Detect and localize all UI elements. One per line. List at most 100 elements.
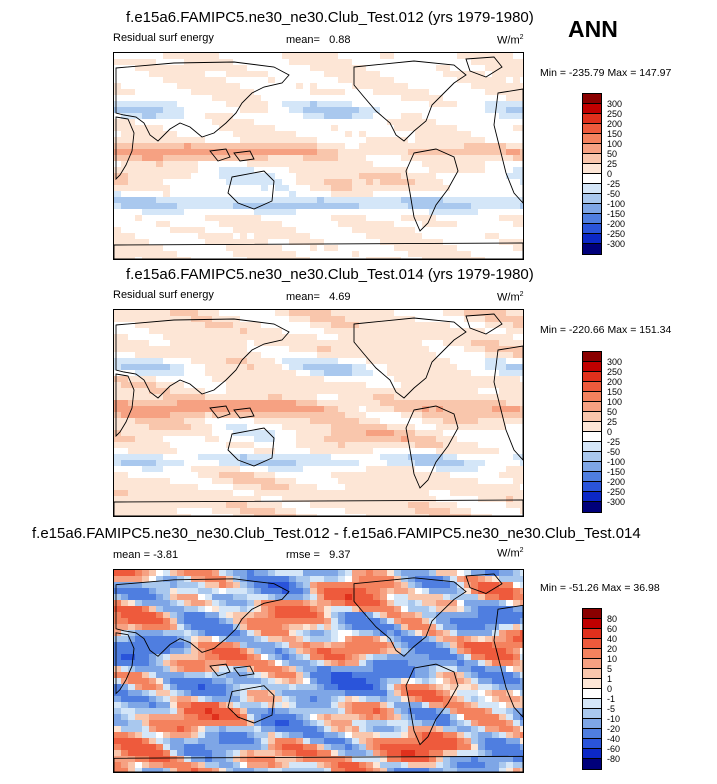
coastline bbox=[115, 116, 135, 181]
panel-3-colorbar: 80 60 40 20 10 5 1 0 -1 -5 -10 -20 -40 -60 -80 bbox=[582, 608, 620, 770]
colorbar-swatch bbox=[583, 639, 601, 649]
colorbar-swatch bbox=[583, 412, 601, 422]
colorbar-swatch bbox=[583, 244, 601, 254]
panel-3-min-value: -51.26 bbox=[568, 582, 599, 594]
colorbar-level-label: 10 bbox=[607, 654, 618, 664]
colorbar-swatch bbox=[583, 649, 601, 659]
colorbar-swatch bbox=[583, 629, 601, 639]
panel-3-minmax: Min = -51.26 Max = 36.98 bbox=[540, 582, 660, 594]
panel-2-colorbar: 300 250 200 150 100 50 25 0 -25 -50 -100 -150 -200 -2… bbox=[582, 351, 625, 513]
panel-1-units-exp: 2 bbox=[519, 34, 524, 41]
colorbar-level-label: 250 bbox=[607, 367, 623, 377]
panel-3-mean-value: -3.81 bbox=[153, 549, 179, 561]
season-label: ANN bbox=[568, 16, 618, 42]
coastline bbox=[115, 318, 290, 399]
colorbar-level-label: -50 bbox=[607, 447, 621, 457]
colorbar-level-label: 300 bbox=[607, 357, 623, 367]
contour-fill bbox=[114, 310, 523, 516]
panel-1-variable: Residual surf energy bbox=[113, 32, 214, 44]
panel-1-title: f.e15a6.FAMIPC5.ne30_ne30.Club_Test.012 … bbox=[126, 9, 534, 26]
panel-2-units-base: W/m bbox=[497, 291, 520, 304]
colorbar-swatch bbox=[583, 689, 601, 699]
colorbar-level-label: -150 bbox=[607, 467, 626, 477]
colorbar-level-label: -50 bbox=[607, 189, 621, 199]
coastline bbox=[465, 313, 503, 335]
coastline bbox=[227, 685, 275, 724]
panel-2-max-label: Max = bbox=[607, 324, 637, 336]
colorbar-swatch bbox=[583, 402, 601, 412]
colorbar-level-label: -200 bbox=[607, 219, 626, 229]
panel-2-min-label: Min = bbox=[540, 324, 566, 336]
coastline bbox=[465, 573, 503, 595]
colorbar-level-label: -1 bbox=[607, 694, 616, 704]
colorbar-level-label: -250 bbox=[607, 487, 626, 497]
colorbar-level-label: -25 bbox=[607, 437, 621, 447]
colorbar-level-label: -5 bbox=[607, 704, 616, 714]
colorbar-level-label: -300 bbox=[607, 239, 626, 249]
panel-2-units-exp: 2 bbox=[519, 291, 524, 298]
colorbar-swatch bbox=[583, 472, 601, 482]
colorbar-boxes bbox=[582, 351, 602, 513]
colorbar-swatch bbox=[583, 144, 601, 154]
coastline bbox=[233, 665, 255, 677]
colorbar-swatch bbox=[583, 134, 601, 144]
colorbar-swatch bbox=[583, 114, 601, 124]
panel-1-mean: mean= 0.88 bbox=[286, 34, 351, 46]
coastline bbox=[115, 373, 135, 438]
coastline bbox=[114, 755, 523, 772]
colorbar-swatch bbox=[583, 372, 601, 382]
panel-1-max-value: 147.97 bbox=[639, 67, 672, 79]
panel-1-units: W/m2 bbox=[497, 34, 524, 47]
panel-1-colorbar: 300 250 200 150 100 50 25 0 -25 -50 -100 -150 -200 -2… bbox=[582, 93, 625, 255]
panel-2-max-value: 151.34 bbox=[639, 324, 672, 336]
coastline bbox=[114, 242, 523, 259]
coastline bbox=[233, 150, 255, 162]
colorbar-swatch bbox=[583, 204, 601, 214]
colorbar-swatch bbox=[583, 174, 601, 184]
panel-2-variable: Residual surf energy bbox=[113, 289, 214, 301]
panel-2-map-plot bbox=[114, 310, 523, 516]
panel-3-rmse-value: 9.37 bbox=[329, 549, 351, 561]
colorbar-swatch bbox=[583, 749, 601, 759]
colorbar-level-label: 150 bbox=[607, 129, 623, 139]
colorbar-level-label: -40 bbox=[607, 734, 621, 744]
colorbar-swatch bbox=[583, 709, 601, 719]
colorbar-level-label: 150 bbox=[607, 387, 623, 397]
coastlines bbox=[114, 56, 523, 259]
colorbar-level-label: -100 bbox=[607, 199, 626, 209]
panel-3-rmse-label: rmse = bbox=[286, 549, 320, 561]
colorbar-level-label: 0 bbox=[607, 169, 613, 179]
colorbar-swatch bbox=[583, 224, 601, 234]
colorbar-level-label: -10 bbox=[607, 714, 621, 724]
panel-3-mean-label: mean = bbox=[113, 549, 150, 561]
colorbar-swatch bbox=[583, 679, 601, 689]
colorbar-level-label: -300 bbox=[607, 497, 626, 507]
panel-3-map-plot bbox=[114, 570, 523, 772]
colorbar-level-label: -250 bbox=[607, 229, 626, 239]
colorbar-swatch bbox=[583, 502, 601, 512]
panel-2-mean: mean= 4.69 bbox=[286, 291, 351, 303]
panel-1-map-plot bbox=[114, 53, 523, 259]
colorbar-swatch bbox=[583, 739, 601, 749]
coastline bbox=[353, 577, 467, 657]
panel-1-map bbox=[113, 52, 524, 260]
colorbar-swatch bbox=[583, 759, 601, 769]
panel-2-min-value: -220.66 bbox=[568, 324, 605, 336]
panel-2-map bbox=[113, 309, 524, 517]
colorbar-level-label: 300 bbox=[607, 99, 623, 109]
colorbar-level-label: 25 bbox=[607, 417, 618, 427]
colorbar-level-label: -20 bbox=[607, 724, 621, 734]
panel-3-units-exp: 2 bbox=[519, 547, 524, 554]
colorbar-swatch bbox=[583, 154, 601, 164]
coastline bbox=[115, 578, 290, 657]
panel-1-min-label: Min = bbox=[540, 67, 566, 79]
panel-1-units-base: W/m bbox=[497, 34, 520, 47]
colorbar-swatch bbox=[583, 492, 601, 502]
colorbar-boxes bbox=[582, 93, 602, 255]
colorbar-swatch bbox=[583, 609, 601, 619]
colorbar-level-label: 50 bbox=[607, 407, 618, 417]
colorbar-swatch bbox=[583, 462, 601, 472]
panel-3-units: W/m2 bbox=[497, 547, 524, 560]
panel-3-mean: mean = -3.81 bbox=[113, 549, 178, 561]
coastline bbox=[405, 663, 459, 746]
